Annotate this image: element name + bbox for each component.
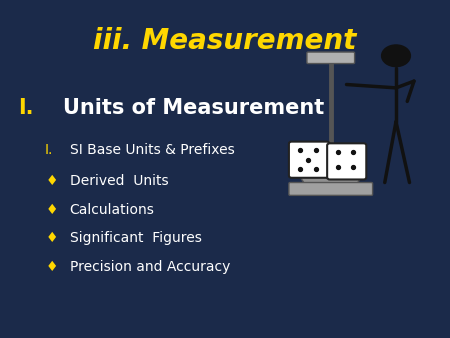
Text: Precision and Accuracy: Precision and Accuracy (70, 260, 230, 274)
Text: Calculations: Calculations (70, 202, 155, 217)
Text: SI Base Units & Prefixes: SI Base Units & Prefixes (70, 143, 234, 158)
FancyBboxPatch shape (289, 183, 373, 195)
FancyBboxPatch shape (307, 52, 355, 64)
Text: ♦: ♦ (45, 260, 58, 274)
Text: iii. Measurement: iii. Measurement (93, 27, 357, 54)
Text: I.: I. (18, 98, 33, 118)
Text: Derived  Units: Derived Units (70, 174, 168, 188)
Text: I.: I. (45, 143, 54, 158)
Text: ♦: ♦ (45, 174, 58, 188)
Text: ♦: ♦ (45, 231, 58, 245)
Text: Significant  Figures: Significant Figures (70, 231, 202, 245)
Text: Units of Measurement: Units of Measurement (63, 98, 324, 118)
Circle shape (382, 45, 410, 67)
FancyBboxPatch shape (327, 143, 366, 179)
Polygon shape (297, 172, 364, 186)
FancyBboxPatch shape (289, 142, 329, 178)
Text: ♦: ♦ (45, 202, 58, 217)
